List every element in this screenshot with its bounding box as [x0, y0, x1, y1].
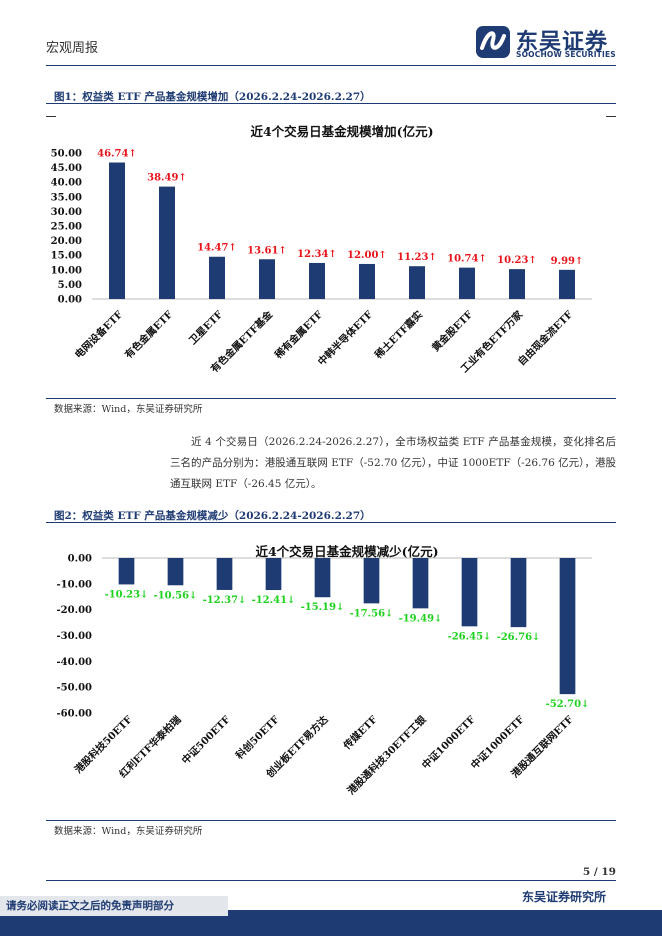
logo-subtext: SOOCHOW SECURITIES — [516, 50, 616, 59]
bar — [409, 266, 425, 299]
category-label: 卫星ETF — [187, 309, 225, 347]
y-tick-label: -10.00 — [57, 579, 93, 590]
data-label: -26.45↓ — [448, 631, 492, 642]
bar — [259, 259, 275, 299]
category-label: 稀有金属ETF — [272, 308, 325, 361]
bar — [359, 263, 375, 299]
data-label: 46.74↑ — [97, 149, 137, 160]
data-label: -15.19↓ — [301, 602, 345, 613]
data-label: 11.23↑ — [397, 252, 437, 263]
bar — [167, 558, 184, 586]
data-label: -12.37↓ — [203, 595, 247, 606]
bar — [363, 558, 380, 604]
y-tick-label: -20.00 — [57, 605, 93, 616]
data-label: -17.56↓ — [350, 608, 394, 619]
brand-logo — [476, 26, 510, 58]
bar — [314, 558, 331, 598]
figure2-bottom-rule — [46, 820, 616, 821]
chart-title: 近4个交易日基金规模增加(亿元) — [250, 124, 433, 139]
data-label: -52.70↓ — [546, 699, 590, 710]
data-label: 14.47↑ — [197, 243, 237, 254]
data-label: 38.49↑ — [147, 173, 187, 184]
figure1-label: 图1：权益类 ETF 产品基金规模增加（2026.2.24-2026.2.27） — [54, 91, 371, 103]
footer-divider — [46, 880, 616, 881]
y-tick-label: 40.00 — [51, 178, 82, 189]
bar — [509, 269, 525, 299]
figure2-rule — [46, 522, 616, 523]
bar — [461, 558, 478, 627]
data-label: 9.99↑ — [551, 256, 584, 267]
bar — [216, 558, 233, 590]
figure1-rule — [46, 103, 616, 104]
y-tick-label: -50.00 — [57, 683, 93, 694]
category-label: 中证500ETF — [179, 713, 233, 767]
bar — [510, 558, 527, 628]
category-label: 电网设备ETF — [72, 308, 125, 361]
bar — [159, 186, 175, 299]
y-tick-label: 10.00 — [51, 265, 82, 276]
data-label: -26.76↓ — [497, 632, 541, 643]
y-tick-label: -40.00 — [57, 657, 93, 668]
y-tick-label: 0.00 — [68, 554, 92, 565]
figure1-corner-left — [46, 116, 56, 117]
category-label: 有色金属ETF — [122, 308, 175, 361]
data-label: 12.00↑ — [347, 250, 387, 261]
y-tick-label: 35.00 — [51, 192, 82, 203]
y-tick-label: 15.00 — [51, 251, 82, 262]
bar — [209, 256, 225, 299]
logo-mark-icon — [476, 26, 510, 58]
data-label: 10.74↑ — [447, 254, 487, 265]
bar — [412, 558, 429, 609]
header-divider — [46, 65, 616, 66]
y-tick-label: 5.00 — [58, 280, 82, 291]
y-tick-label: -30.00 — [57, 631, 93, 642]
category-label: 港股通科技30ETF工银 — [344, 712, 429, 797]
body-paragraph: 近 4 个交易日（2026.2.24-2026.2.27），全市场权益类 ETF… — [170, 436, 616, 490]
figure1-bottom-rule — [46, 398, 616, 399]
y-tick-label: 0.00 — [58, 295, 82, 306]
increase-chart: 近4个交易日基金规模增加(亿元) 0.00 5.00 10.00 15.00 20.00 2… — [51, 124, 592, 375]
figure2-source: 数据来源：Wind，东吴证券研究所 — [54, 826, 203, 837]
category-label: 传媒ETF — [340, 713, 380, 753]
figure1-source: 数据来源：Wind，东吴证券研究所 — [54, 404, 203, 415]
data-label: 12.34↑ — [297, 249, 337, 260]
disclaimer-link[interactable]: 请务必阅读正文之后的免责声明部分 — [0, 896, 228, 916]
y-tick-label: -60.00 — [57, 709, 93, 720]
data-label: 10.23↑ — [497, 255, 537, 266]
decrease-chart: 近4个交易日基金规模减少(亿元) 0.00 -10.00 -20.00 -30.00 -4… — [57, 544, 592, 797]
bar — [109, 162, 125, 299]
category-label: 黄金股ETF — [429, 308, 475, 354]
data-label: -12.41↓ — [252, 595, 296, 606]
chart-title: 近4个交易日基金规模减少(亿元) — [255, 544, 438, 559]
y-tick-label: 45.00 — [51, 163, 82, 174]
category-label: 稀土ETF嘉实 — [372, 308, 425, 361]
y-tick-label: 20.00 — [51, 236, 82, 247]
figure2-label: 图2：权益类 ETF 产品基金规模减少（2026.2.24-2026.2.27） — [54, 510, 371, 522]
figure1-corner-right — [606, 116, 616, 117]
bar — [265, 558, 282, 591]
bar — [118, 558, 135, 585]
report-type: 宏观周报 — [46, 41, 99, 56]
category-label: 科创50ETF — [233, 713, 282, 762]
y-tick-label: 30.00 — [51, 207, 82, 218]
bar — [559, 558, 576, 695]
data-label: -10.23↓ — [105, 589, 149, 600]
bar — [559, 269, 575, 299]
y-tick-label: 50.00 — [51, 149, 82, 160]
data-label: -10.56↓ — [154, 590, 198, 601]
bar — [459, 267, 475, 299]
data-label: 13.61↑ — [247, 245, 287, 256]
page-number: 5 / 19 — [582, 866, 616, 878]
logo-text: 东吴证券 — [516, 30, 609, 55]
bar — [309, 262, 325, 299]
y-tick-label: 25.00 — [51, 222, 82, 233]
data-label: -19.49↓ — [399, 613, 443, 624]
footer-org: 东吴证券研究所 — [521, 890, 606, 904]
